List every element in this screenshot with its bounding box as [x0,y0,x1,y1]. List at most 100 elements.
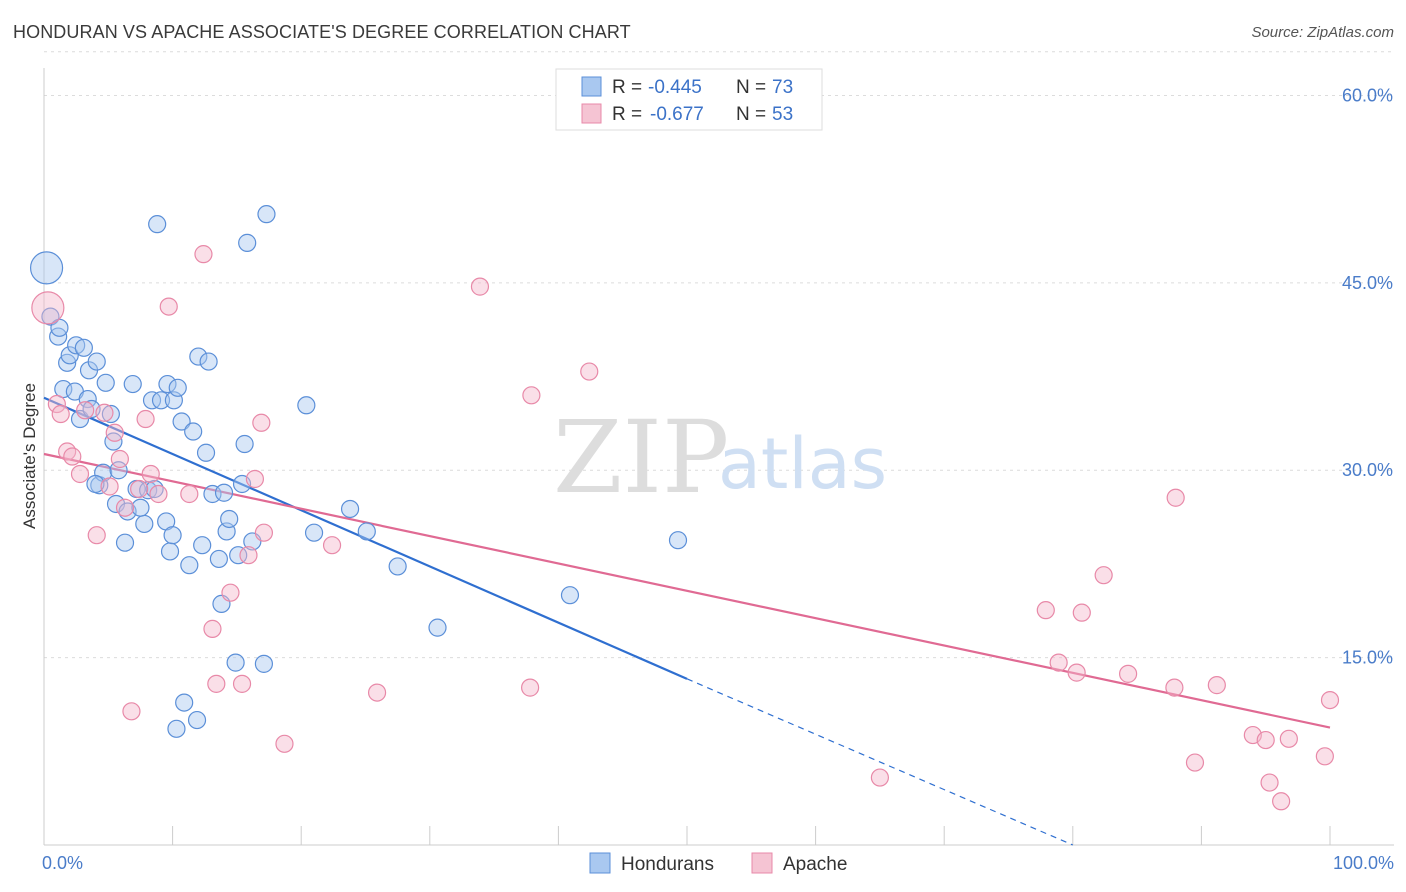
honduran-point [560,586,580,605]
apache-point [232,674,252,693]
honduran-point [199,352,218,371]
apache-point [100,477,119,496]
series-legend: Hondurans Apache [589,852,847,875]
x-tick-max: 100.0% [1333,853,1394,873]
legend-r-label-2: R = [612,104,642,125]
apache-point [63,447,82,466]
legend-n-label-1: N = [736,77,766,98]
honduran-point [180,556,199,575]
honduran-point [357,522,376,541]
chart-title: HONDURAN VS APACHE ASSOCIATE'S DEGREE CO… [13,22,631,42]
bottom-legend-label-apache: Apache [783,854,847,875]
apache-point [122,702,141,721]
honduran-point [196,443,216,462]
apache-point [1260,773,1279,792]
y-tick-label-60: 60.0% [1342,85,1393,105]
honduran-point [148,215,167,234]
honduran-point [184,422,203,441]
honduran-point [238,233,257,252]
data-points [29,205,1340,811]
apache-point [207,674,226,693]
legend-n-value-1: 73 [772,77,793,98]
honduran-point [101,404,120,424]
honduran-point [214,483,234,502]
honduran-point [74,338,93,357]
apache-point [239,546,258,565]
apache-point [1094,566,1113,585]
honduran-point [172,412,191,431]
honduran-point [388,557,407,576]
honduran-point [135,514,154,534]
apache-point [870,768,890,787]
apache-point [136,409,155,429]
apache-point [221,583,240,602]
apache-point [87,526,106,545]
honduran-point [235,434,254,454]
apache-point [1279,729,1298,748]
legend-n-value-2: 53 [772,104,793,125]
bottom-legend-label-hondurans: Hondurans [621,854,714,875]
watermark-zip: ZIP [553,399,729,516]
legend-r-label-1: R = [612,77,642,98]
y-tick-label-15: 15.0% [1342,648,1393,668]
apache-point [105,423,124,442]
apache-point [1049,653,1068,672]
apache-point [1067,663,1086,682]
y-tick-label-30: 30.0% [1342,460,1393,480]
y-tick-label-45: 45.0% [1342,273,1393,293]
honduran-point [257,205,276,224]
apache-point [522,386,541,405]
apache-point [58,442,77,461]
x-axis [43,68,1394,846]
honduran-point [209,549,228,569]
honduran-trend-extension [686,678,1074,846]
honduran-point [428,618,447,637]
bottom-legend-swatch-apache [751,852,773,874]
honduran-point [160,542,180,561]
apache-point [252,413,271,432]
honduran-point [29,251,64,285]
apache-point [180,484,199,504]
apache-point [70,464,90,484]
honduran-point [87,352,106,371]
trend-lines [43,396,1331,846]
honduran-point [54,379,73,399]
apache-point [95,403,114,422]
apache-point [1118,664,1138,683]
apache-point [51,404,70,424]
honduran-point [229,546,248,565]
apache-point [141,464,160,484]
apache-point [1320,690,1340,710]
honduran-point [163,526,182,545]
x-tick-min: 0.0% [42,853,83,873]
apache-point [130,479,149,499]
apache-point [367,683,387,702]
honduran-point [168,378,187,397]
honduran-point [340,499,360,519]
honduran-point [175,693,194,712]
watermark-atlas: atlas [718,423,887,505]
apache-point [1166,488,1185,507]
apache-point [470,277,490,296]
y-axis-label: Associate's Degree [20,383,39,529]
honduran-point [304,523,324,542]
legend-n-label-2: N = [736,104,766,125]
apache-point [31,291,65,325]
apache-point [1185,753,1205,772]
honduran-point [158,374,177,394]
bottom-legend-swatch-hondurans [589,852,611,874]
apache-point [1207,676,1226,695]
honduran-point [187,710,207,730]
honduran-point [193,536,212,555]
apache-point [1272,792,1291,811]
apache-point [1315,747,1334,766]
honduran-point [78,389,97,409]
watermark: ZIP atlas [553,399,887,516]
honduran-point [131,498,150,517]
source-label: Source: ZipAtlas.com [1251,24,1394,41]
honduran-point [668,531,688,550]
legend-r-value-2: -0.677 [650,104,704,125]
apache-point [1072,603,1091,622]
apache-point [521,678,540,697]
